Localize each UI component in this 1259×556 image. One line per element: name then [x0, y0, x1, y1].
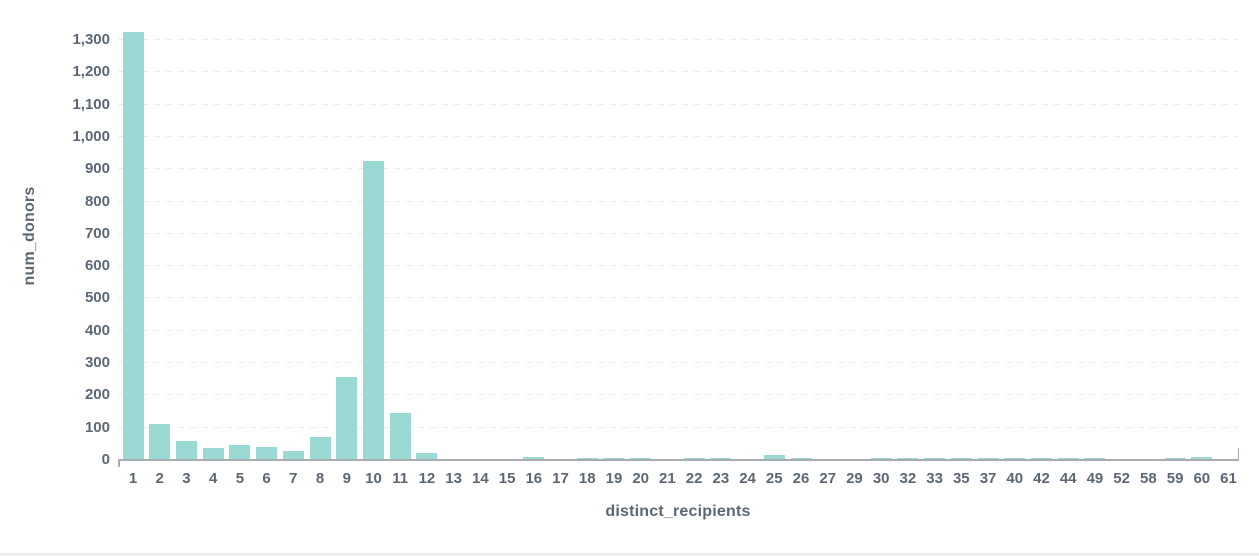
x-axis-title: distinct_recipients — [605, 503, 751, 520]
x-tick-label: 59 — [1166, 470, 1184, 487]
x-tick-label: 30 — [872, 470, 890, 487]
bar[interactable] — [256, 447, 278, 460]
x-tick-label: 10 — [365, 470, 382, 487]
x-tick-label: 44 — [1059, 470, 1077, 487]
gridline — [118, 426, 1238, 428]
bar[interactable] — [336, 376, 358, 460]
x-axis-line — [118, 459, 1239, 461]
x-tick-label: 24 — [739, 470, 756, 487]
x-tick-label: 20 — [632, 470, 650, 487]
x-tick-label: 52 — [1113, 470, 1130, 487]
bar[interactable] — [282, 450, 304, 460]
bar[interactable] — [122, 31, 144, 460]
gridline — [118, 362, 1238, 364]
x-tick-label: 60 — [1193, 470, 1211, 487]
x-tick-label: 40 — [1006, 470, 1024, 487]
y-tick-label: 1,100 — [72, 95, 110, 113]
bar[interactable] — [763, 455, 785, 460]
gridline — [118, 135, 1238, 137]
gridline — [118, 200, 1238, 202]
bar[interactable] — [523, 457, 545, 460]
y-tick-label: 1,300 — [72, 30, 110, 48]
x-tick-label: 17 — [552, 470, 569, 487]
gridline — [118, 329, 1238, 331]
x-tick-label: 15 — [498, 470, 516, 487]
x-tick-label: 33 — [926, 470, 943, 487]
x-tick-label: 2 — [155, 470, 164, 487]
y-tick-label: 700 — [84, 224, 110, 242]
gridline — [118, 38, 1238, 40]
bar[interactable] — [1191, 457, 1213, 460]
x-tick-label: 29 — [846, 470, 863, 487]
gridline — [118, 297, 1238, 299]
x-tick-label: 35 — [952, 470, 970, 487]
y-tick-label: 1,200 — [72, 63, 110, 81]
gridline — [118, 168, 1238, 170]
y-tick-label: 600 — [84, 257, 110, 275]
x-tick-label: 7 — [289, 470, 298, 487]
y-tick-label: 100 — [84, 418, 110, 436]
bar[interactable] — [149, 423, 171, 460]
x-tick-label: 32 — [899, 470, 917, 487]
y-tick-label: 400 — [84, 321, 110, 339]
gridline — [118, 71, 1238, 73]
x-tick-label: 1 — [128, 470, 138, 487]
x-tick-label: 9 — [342, 470, 351, 487]
y-tick-label: 1,000 — [72, 127, 110, 145]
y-tick-label: 200 — [84, 386, 110, 404]
x-tick-label: 6 — [262, 470, 271, 487]
x-tick-label: 12 — [418, 470, 436, 487]
x-tick-label: 13 — [445, 470, 462, 487]
x-tick-label: 27 — [819, 470, 837, 487]
x-tick-label: 11 — [392, 470, 409, 487]
x-tick-label: 42 — [1033, 470, 1050, 487]
x-tick-label: 61 — [1220, 470, 1237, 487]
gridline — [118, 394, 1238, 396]
y-tick-label: 800 — [84, 192, 110, 210]
x-tick-label: 3 — [182, 470, 191, 487]
bar[interactable] — [175, 440, 197, 460]
y-tick-label: 300 — [84, 354, 110, 372]
x-tick-label: 4 — [208, 470, 218, 487]
bar[interactable] — [229, 444, 251, 460]
bar[interactable] — [416, 452, 438, 460]
x-axis-right-cap — [1237, 448, 1239, 460]
x-tick-label: 22 — [685, 470, 703, 487]
bottom-divider — [0, 553, 1259, 556]
x-tick-label: 25 — [765, 470, 783, 487]
y-tick-label: 0 — [101, 451, 110, 468]
y-tick-label: 500 — [84, 289, 110, 307]
x-tick-label: 16 — [525, 470, 543, 487]
bar[interactable] — [202, 447, 224, 460]
bar[interactable] — [389, 413, 411, 460]
x-tick-label: 8 — [315, 470, 325, 487]
x-tick-label: 26 — [792, 470, 810, 487]
x-tick-label: 37 — [979, 470, 997, 487]
bar[interactable] — [362, 161, 384, 460]
y-axis-title: num_donors — [21, 186, 38, 286]
x-tick-label: 18 — [578, 470, 596, 487]
x-tick-label: 49 — [1086, 470, 1104, 487]
gridline — [118, 103, 1238, 105]
x-tick-label: 19 — [605, 470, 623, 487]
bar[interactable] — [309, 436, 331, 460]
x-axis-left-tick — [118, 459, 120, 467]
y-tick-label: 900 — [84, 160, 110, 178]
x-tick-label: 5 — [235, 470, 245, 487]
x-tick-label: 23 — [712, 470, 730, 487]
plot-area — [118, 10, 1240, 460]
gridline — [118, 232, 1238, 234]
x-tick-label: 21 — [659, 470, 676, 487]
x-tick-label: 58 — [1140, 470, 1157, 487]
x-tick-label: 14 — [472, 470, 489, 487]
gridline — [118, 265, 1238, 267]
